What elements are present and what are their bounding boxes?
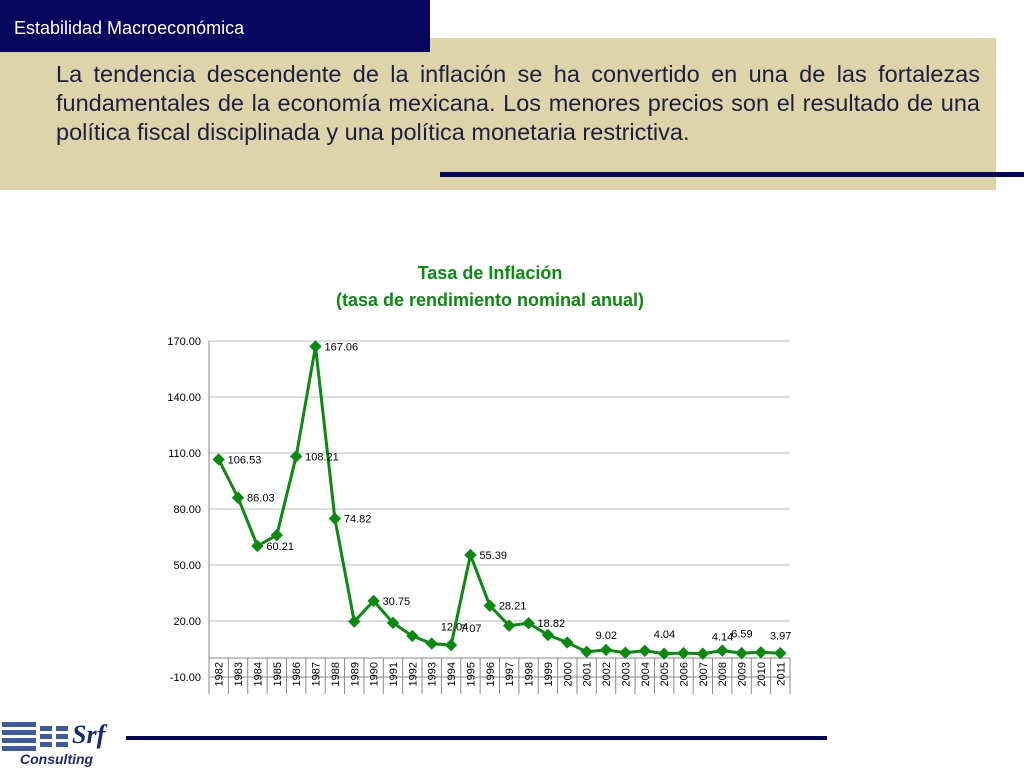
data-label: 9.02 <box>596 630 617 642</box>
data-label: 74.82 <box>344 514 372 526</box>
data-label: 3.97 <box>770 630 791 642</box>
data-point <box>696 647 710 660</box>
x-tick-label: 1989 <box>349 662 361 686</box>
data-label: 60.21 <box>266 541 294 553</box>
data-point <box>561 636 574 649</box>
header-title: Estabilidad Macroeconómica <box>0 0 430 52</box>
y-tick-label: 50.00 <box>173 560 201 572</box>
y-tick-label: -10.00 <box>170 672 201 684</box>
y-tick-label: 110.00 <box>168 448 201 460</box>
x-tick-label: 2001 <box>582 662 594 686</box>
data-label: 6.59 <box>731 629 752 641</box>
divider-top <box>440 172 1024 177</box>
x-tick-label: 1992 <box>407 662 419 686</box>
divider-bottom <box>126 736 827 740</box>
data-point <box>406 629 419 643</box>
x-tick-label: 2002 <box>601 662 613 686</box>
data-label: 4.14 <box>712 632 733 644</box>
x-tick-label: 1983 <box>233 662 245 686</box>
x-tick-label: 1994 <box>446 662 458 686</box>
data-point <box>774 646 787 660</box>
data-point <box>367 594 380 608</box>
intro-panel <box>0 38 996 190</box>
x-tick-label: 1999 <box>543 662 555 686</box>
data-point <box>289 450 303 463</box>
data-point <box>483 599 497 612</box>
x-tick-label: 2004 <box>640 662 652 686</box>
data-point <box>251 539 264 553</box>
y-tick-label: 140.00 <box>167 392 201 404</box>
data-label: 167.06 <box>325 341 359 353</box>
x-tick-label: 1998 <box>524 662 536 686</box>
chart-title-block: Tasa de Inflación (tasa de rendimiento n… <box>205 260 775 314</box>
logo-mark: Srf <box>72 720 106 749</box>
data-point <box>348 615 361 628</box>
data-label: 7.07 <box>460 623 481 635</box>
data-point <box>580 645 593 659</box>
x-tick-label: 1995 <box>465 662 477 686</box>
x-tick-label: 2007 <box>698 662 710 686</box>
data-point <box>677 646 690 660</box>
y-tick-label: 80.00 <box>173 504 201 516</box>
x-tick-label: 2005 <box>659 662 671 686</box>
data-point <box>464 548 477 562</box>
intro-text: La tendencia descendente de la inflación… <box>56 61 980 145</box>
logo-subtitle: Consulting <box>20 751 94 767</box>
data-point <box>599 643 613 657</box>
x-tick-label: 2008 <box>717 662 729 686</box>
data-label: 28.21 <box>499 601 527 613</box>
data-point <box>619 646 632 659</box>
data-point <box>309 340 322 353</box>
data-label: 106.53 <box>228 454 262 466</box>
data-point <box>328 512 342 525</box>
data-label: 12.04 <box>441 622 469 634</box>
x-tick-label: 1984 <box>252 662 264 686</box>
x-tick-label: 1996 <box>485 662 497 686</box>
data-point <box>270 528 283 542</box>
data-label: 55.39 <box>479 550 507 562</box>
data-point <box>541 628 555 642</box>
x-tick-label: 1993 <box>427 662 439 686</box>
data-point <box>502 619 516 632</box>
data-point <box>716 644 729 657</box>
x-tick-label: 2006 <box>678 662 690 686</box>
chart-title: Tasa de Inflación <box>417 263 563 283</box>
data-label: 30.75 <box>383 596 411 608</box>
x-tick-label: 2000 <box>562 662 574 686</box>
data-point <box>425 637 438 650</box>
data-point <box>231 491 245 504</box>
y-tick-label: 170.00 <box>167 336 201 348</box>
data-point <box>638 644 651 657</box>
data-label: 4.04 <box>654 629 675 641</box>
x-tick-label: 1986 <box>291 662 303 686</box>
data-point <box>735 646 748 660</box>
data-point <box>657 647 671 660</box>
data-label: 86.03 <box>247 493 275 505</box>
x-tick-label: 1987 <box>311 662 323 686</box>
data-point <box>522 616 535 630</box>
data-label: 18.82 <box>538 618 566 630</box>
x-tick-label: 1988 <box>330 662 342 686</box>
x-tick-label: 2011 <box>775 662 787 686</box>
x-tick-label: 1990 <box>369 662 381 686</box>
data-point <box>444 638 458 652</box>
data-point <box>212 453 225 466</box>
x-tick-label: 2003 <box>620 662 632 686</box>
data-point <box>754 646 768 659</box>
x-tick-label: 2009 <box>737 662 749 686</box>
logo-bars-icon <box>2 722 72 752</box>
data-label: 108.21 <box>305 451 339 463</box>
data-point <box>386 616 400 630</box>
x-tick-label: 1997 <box>504 662 516 686</box>
y-tick-label: 20.00 <box>173 616 201 628</box>
company-logo: Srf Consulting <box>2 720 127 767</box>
x-tick-label: 1985 <box>272 662 284 686</box>
x-tick-label: 2010 <box>756 662 768 686</box>
x-tick-label: 1991 <box>388 662 400 686</box>
chart-subtitle: (tasa de rendimiento nominal anual) <box>335 290 645 310</box>
x-tick-label: 1982 <box>214 662 226 686</box>
